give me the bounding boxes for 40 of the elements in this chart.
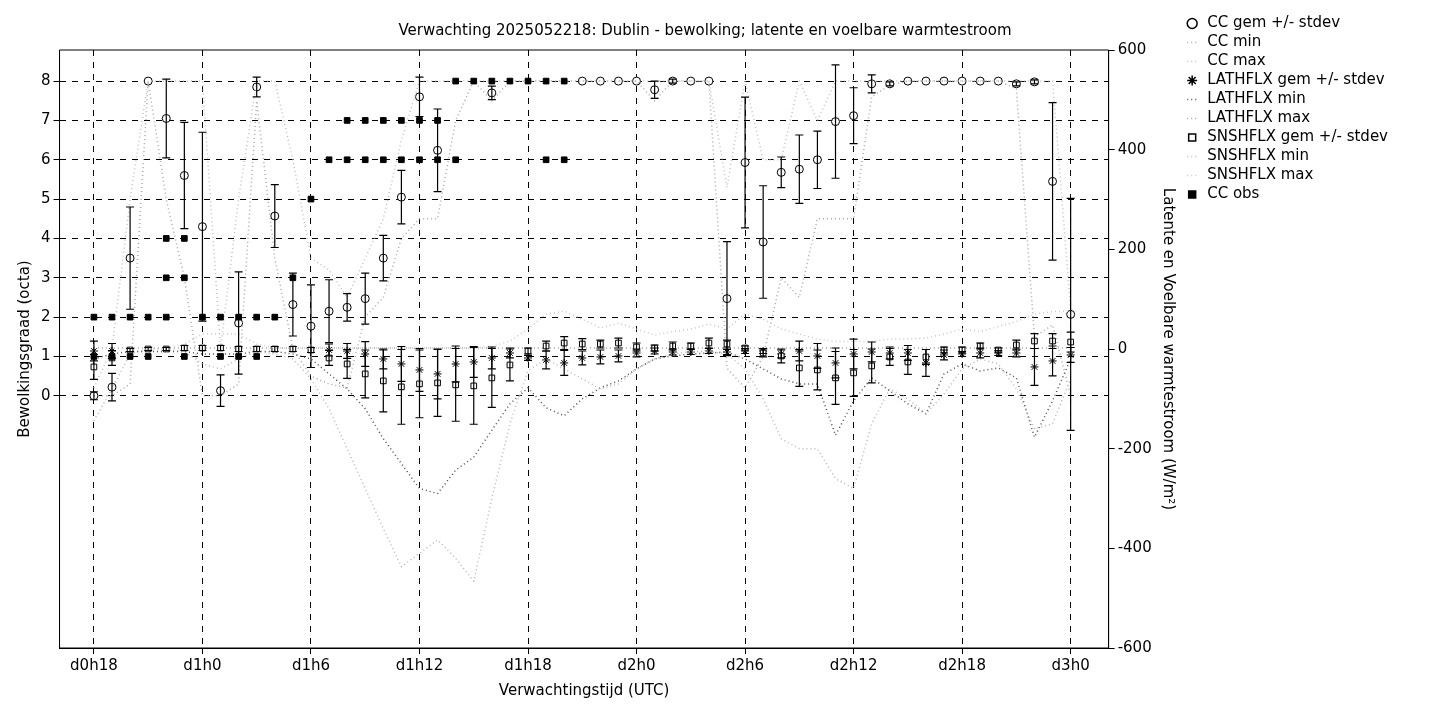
y-tick-label: 1 (41, 346, 51, 365)
x-tick-label: d1h12 (395, 655, 444, 674)
x-tick-label: d2h18 (938, 655, 986, 674)
y2-tick-label: 600 (1117, 39, 1147, 58)
y2-tick-label: 0 (1117, 338, 1128, 357)
y2-tick-label: -400 (1117, 538, 1152, 557)
y2-tick-label: 200 (1117, 239, 1147, 258)
y2-tick-label: -600 (1117, 637, 1152, 656)
y-tick-label: 6 (41, 149, 51, 168)
x-tick-label: d2h12 (829, 655, 878, 674)
y-tick-label: 5 (41, 189, 51, 207)
y-axis-title: Bewolkingsgraad (octa) (14, 260, 33, 438)
legend-label: LATHFLX gem +/- stdev (1207, 70, 1385, 89)
legend-label: CC max (1207, 51, 1266, 70)
y-tick-label: 7 (41, 110, 51, 129)
y-tick-label: 4 (41, 228, 51, 247)
y-tick-label: 3 (41, 267, 51, 286)
x-axis-title: Verwachtingstijd (UTC) (498, 680, 670, 699)
y-tick-label: 8 (41, 70, 51, 89)
x-tick-label: d0h18 (70, 655, 118, 674)
x-tick-label: d1h0 (183, 655, 222, 674)
legend-label: SNSHFLX max (1207, 165, 1314, 184)
y-tick-label: 2 (41, 307, 51, 326)
legend-label: SNSHFLX gem +/- stdev (1207, 127, 1389, 146)
x-tick-label: d3h0 (1051, 655, 1090, 674)
x-tick-label: d1h6 (291, 655, 331, 674)
legend-label: CC obs (1207, 184, 1260, 203)
y-tick-label: 0 (41, 385, 51, 404)
x-tick-label: d2h6 (726, 655, 765, 674)
chart-title: Verwachting 2025052218: Dublin - bewolking; latente en voelbare warmtestroom (398, 20, 1012, 39)
y2-tick-label: -200 (1117, 438, 1152, 457)
legend-label: SNSHFLX min (1207, 146, 1310, 165)
x-tick-label: d1h18 (504, 655, 552, 674)
legend-label: CC min (1207, 32, 1262, 51)
legend-label: LATHFLX min (1207, 89, 1306, 108)
y2-axis-title: Latente en Voelbare warmtestroom (W/m²) (1159, 187, 1178, 511)
y2-tick-label: 400 (1117, 139, 1147, 158)
legend-label: CC gem +/- stdev (1207, 13, 1341, 32)
x-tick-label: d2h0 (617, 655, 656, 674)
legend-label: LATHFLX max (1207, 108, 1311, 127)
